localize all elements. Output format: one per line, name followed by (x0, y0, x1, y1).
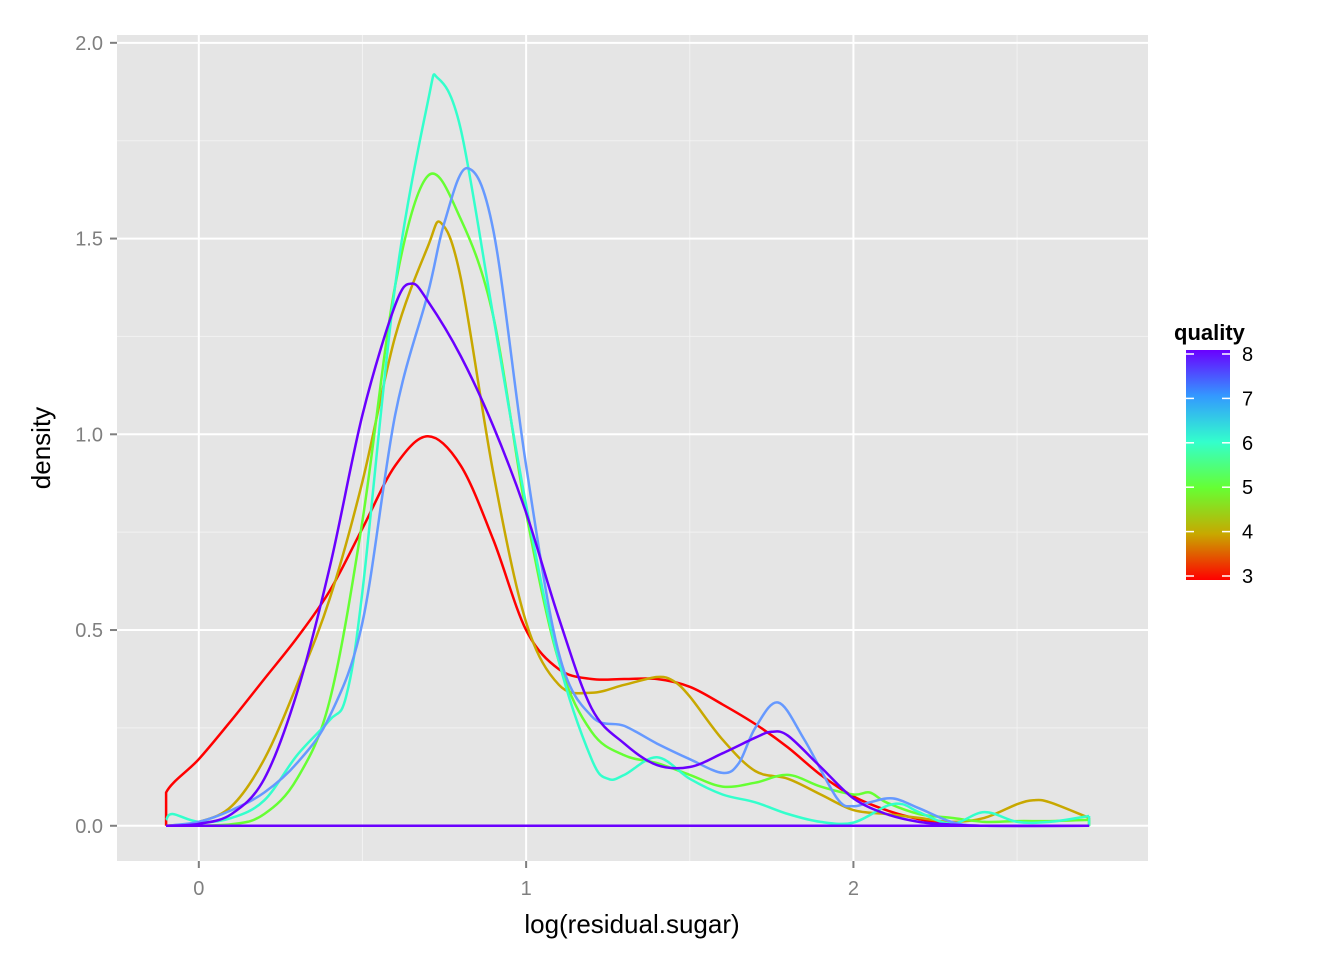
series-line-q4 (165, 220, 1090, 828)
legend-colorbar (1186, 350, 1230, 580)
y-axis-title: density (26, 407, 56, 489)
x-tick-label: 0 (193, 878, 204, 900)
series-line-q7 (165, 166, 1090, 828)
y-tick-label: 2.0 (75, 33, 103, 55)
y-tick-label: 1.0 (75, 424, 103, 446)
y-tick-label: 1.5 (75, 229, 103, 251)
legend-title: quality (1174, 320, 1246, 345)
panel-background (117, 35, 1148, 861)
x-axis: 0 1 2 (193, 861, 859, 900)
series-line-q6 (165, 73, 1090, 826)
y-tick-label: 0.0 (75, 816, 103, 838)
x-tick-label: 2 (848, 878, 859, 900)
series-layer (164, 73, 1091, 828)
legend-label: 3 (1242, 566, 1253, 588)
grid-minor (117, 35, 1148, 861)
legend-label: 6 (1242, 433, 1253, 455)
series-line-q8 (166, 282, 1090, 828)
series-line-q5 (166, 172, 1090, 828)
legend-label: 7 (1242, 388, 1253, 410)
legend: quality 8 7 6 5 4 3 (1174, 320, 1253, 588)
legend-label: 4 (1242, 522, 1253, 544)
legend-label: 8 (1242, 344, 1253, 366)
y-axis: 0.0 0.5 1.0 1.5 2.0 (75, 33, 117, 838)
legend-label: 5 (1242, 477, 1253, 499)
x-axis-title: log(residual.sugar) (524, 909, 739, 939)
x-tick-label: 1 (521, 878, 532, 900)
legend-ticks: 8 7 6 5 4 3 (1186, 344, 1253, 588)
y-tick-label: 0.5 (75, 620, 103, 642)
